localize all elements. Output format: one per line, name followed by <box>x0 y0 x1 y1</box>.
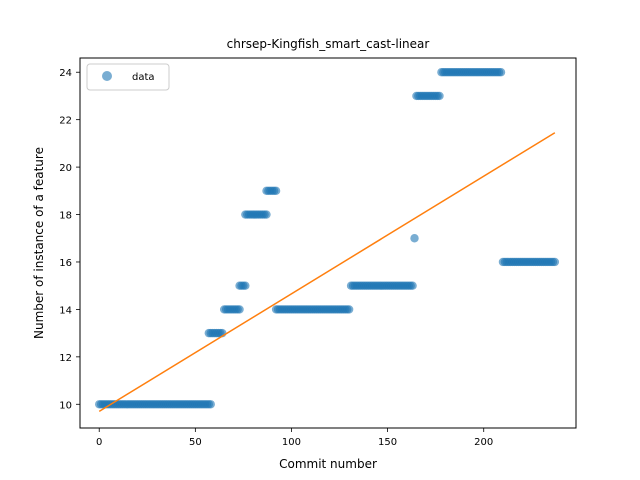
legend-label-data: data <box>132 72 155 83</box>
x-tick-label: 50 <box>189 437 202 448</box>
plot-frame <box>79 57 577 429</box>
x-axis-label: Commit number <box>279 457 377 471</box>
y-tick-label: 20 <box>59 163 72 174</box>
legend-box <box>86 63 170 91</box>
data-point <box>206 400 215 409</box>
x-tick-label: 100 <box>282 437 301 448</box>
y-tick-label: 10 <box>59 400 72 411</box>
y-tick-label: 14 <box>59 305 72 316</box>
x-tick-label: 200 <box>474 437 493 448</box>
axes: 0 50 100 150 200 10 12 14 16 18 20 22 24 <box>59 68 493 448</box>
y-tick-label: 22 <box>59 116 72 127</box>
fit-line <box>98 132 556 413</box>
data-point <box>550 257 560 267</box>
data-point <box>271 186 281 196</box>
legend: data <box>86 63 170 91</box>
y-tick-label: 16 <box>59 258 72 269</box>
x-tick-label: 0 <box>96 437 102 448</box>
y-tick-label: 24 <box>59 68 72 79</box>
data-point <box>408 281 417 290</box>
data-point <box>496 68 506 77</box>
data-point <box>410 234 419 243</box>
y-tick-label: 12 <box>59 353 72 364</box>
data-point <box>344 305 354 314</box>
x-tick-label: 150 <box>378 437 397 448</box>
plot-area <box>95 68 560 413</box>
data-point <box>235 305 244 314</box>
y-tick-label: 18 <box>59 211 72 222</box>
y-axis-label: Number of instance of a feature <box>32 147 46 339</box>
chart-title: chrsep-Kingfish_smart_cast-linear <box>227 37 430 51</box>
data-point <box>241 281 250 290</box>
data-point <box>435 91 444 101</box>
legend-marker-data <box>102 71 112 81</box>
data-point <box>262 210 271 219</box>
